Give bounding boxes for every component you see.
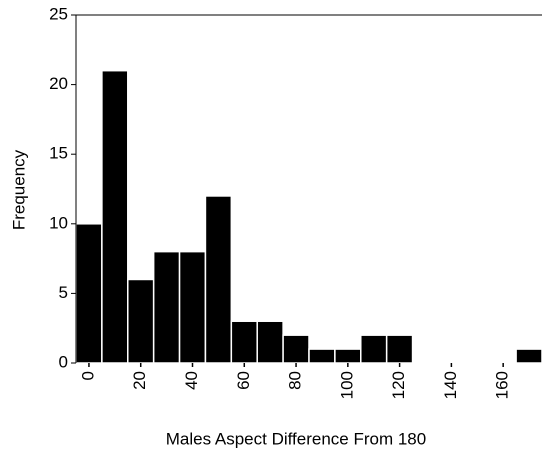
bar: [515, 348, 542, 364]
bar: [127, 278, 155, 364]
bar: [75, 223, 103, 364]
bar: [385, 334, 414, 364]
bar: [230, 320, 258, 364]
bar: [360, 334, 388, 364]
y-tick-label: 15: [49, 144, 68, 163]
bar: [334, 348, 362, 364]
y-tick-label: 25: [49, 4, 68, 23]
bar: [178, 250, 207, 364]
bar: [308, 348, 336, 364]
x-tick-label: 60: [234, 371, 253, 390]
bar: [282, 334, 310, 364]
y-tick-label: 0: [59, 352, 68, 371]
bar: [152, 250, 181, 364]
x-tick-label: 100: [337, 371, 356, 399]
bar: [204, 195, 233, 364]
x-tick-label: 80: [286, 371, 305, 390]
y-tick-label: 10: [49, 213, 68, 232]
bar: [256, 320, 284, 364]
bar: [101, 69, 129, 364]
x-tick-label: 0: [78, 371, 97, 380]
y-axis-label: Frequency: [9, 149, 28, 230]
y-tick-label: 20: [49, 74, 68, 93]
x-tick-label: 40: [182, 371, 201, 390]
x-tick-label: 20: [130, 371, 149, 390]
y-tick-label: 5: [59, 283, 68, 302]
x-tick-label: 120: [389, 371, 408, 399]
x-tick-label: 160: [493, 371, 512, 399]
x-axis-label: Males Aspect Difference From 180: [166, 429, 426, 448]
x-tick-label: 140: [441, 371, 460, 399]
